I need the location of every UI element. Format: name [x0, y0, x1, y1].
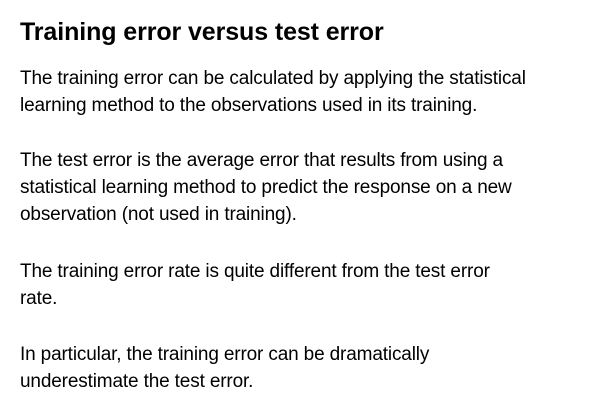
paragraph-test-error: The test error is the average error that… [20, 147, 606, 228]
paragraph-error-rate-difference: The training error rate is quite differe… [20, 258, 606, 312]
paragraph-line: The training error rate is quite differe… [20, 261, 490, 282]
paragraph-training-error: The training error can be calculated by … [20, 65, 606, 119]
slide-title: Training error versus test error [20, 18, 384, 46]
paragraph-line: In particular, the training error can be… [20, 344, 430, 365]
paragraph-line: observation (not used in training). [20, 204, 297, 225]
paragraph-line: learning method to the observations used… [20, 95, 478, 116]
paragraph-underestimate: In particular, the training error can be… [20, 341, 606, 395]
paragraph-line: The training error can be calculated by … [20, 68, 526, 89]
paragraph-line: The test error is the average error that… [20, 150, 503, 171]
paragraph-line: rate. [20, 288, 58, 309]
paragraph-line: underestimate the test error. [20, 371, 254, 392]
paragraph-line: statistical learning method to predict t… [20, 177, 512, 198]
